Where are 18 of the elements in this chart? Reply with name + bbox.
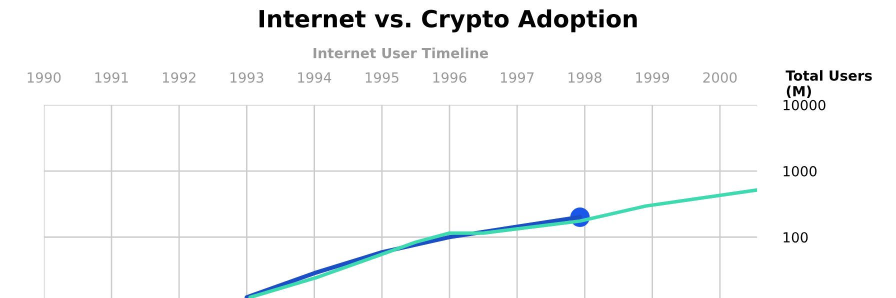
- x-tick-label: 1997: [500, 72, 534, 83]
- x-tick-label: 1991: [95, 72, 128, 83]
- chart-title: Internet vs. Crypto Adoption: [260, 9, 637, 32]
- x-tick-label: 1994: [298, 72, 332, 83]
- x-tick-label: 1996: [433, 72, 466, 83]
- x-axis-title: Internet User Timeline: [314, 48, 488, 58]
- y-axis-title: Total Users (M): [786, 70, 872, 98]
- x-tick-label: 1998: [568, 72, 602, 83]
- y-tick-label: 100: [784, 232, 808, 243]
- x-tick-label: 1992: [162, 72, 196, 83]
- x-tick-label: 1999: [636, 72, 670, 83]
- line-series: [248, 188, 758, 298]
- y-tick-label: 1000: [784, 166, 817, 176]
- x-tick-label: 1993: [230, 72, 264, 83]
- y-tick-label: 10000: [784, 100, 826, 110]
- x-tick-label: 2000: [703, 72, 737, 83]
- x-tick-label: 1995: [366, 72, 398, 83]
- x-tick-label: 1990: [28, 72, 61, 83]
